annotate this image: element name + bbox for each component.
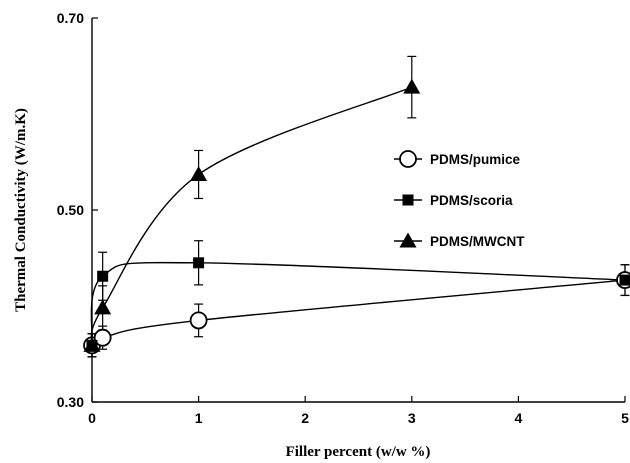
y-tick-label: 0.30 xyxy=(57,394,84,410)
legend-item-pdms-scoria: PDMS/scoria xyxy=(394,193,513,208)
point-pdms-scoria xyxy=(619,274,630,286)
legend-label: PDMS/scoria xyxy=(430,193,513,208)
series-curves xyxy=(90,86,626,346)
error-bars xyxy=(87,55,630,358)
x-tick-label: 1 xyxy=(195,410,203,426)
x-tick-label: 2 xyxy=(301,410,309,426)
legend-label: PDMS/MWCNT xyxy=(430,234,525,249)
x-axis-title: Filler percent (w/w %) xyxy=(286,444,431,460)
y-axis-title: Thermal Conductivity (W/m.K) xyxy=(13,108,29,312)
legend-marker xyxy=(399,150,417,168)
series-line-pdms-mwcnt xyxy=(90,86,413,346)
series-line-pdms-pumice xyxy=(90,279,626,346)
y-tick-label: 0.50 xyxy=(57,202,84,218)
x-ticks: 0 1 2 3 4 5 xyxy=(88,396,629,426)
point-pdms-mwcnt xyxy=(94,299,112,315)
legend-item-pdms-mwcnt: PDMS/MWCNT xyxy=(394,232,525,249)
point-pdms-mwcnt xyxy=(190,165,208,181)
x-tick-label: 5 xyxy=(621,410,629,426)
point-pdms-scoria xyxy=(97,270,109,282)
point-pdms-scoria xyxy=(193,257,205,269)
point-pdms-mwcnt xyxy=(83,336,101,352)
axes xyxy=(91,18,625,403)
series-line-pdms-scoria xyxy=(90,261,626,346)
point-pdms-pumice xyxy=(93,328,112,347)
legend-marker xyxy=(402,194,414,206)
legend-label: PDMS/pumice xyxy=(430,152,521,167)
x-tick-label: 0 xyxy=(88,410,96,426)
x-tick-label: 4 xyxy=(515,410,523,426)
point-pdms-pumice xyxy=(189,311,208,330)
data-markers xyxy=(83,78,630,355)
legend: PDMS/pumice PDMS/scoria PDMS/MWCNT xyxy=(394,150,525,249)
x-tick-label: 3 xyxy=(408,410,416,426)
legend-item-pdms-pumice: PDMS/pumice xyxy=(394,150,521,168)
y-tick-label: 0.70 xyxy=(57,10,84,26)
legend-marker xyxy=(399,232,417,248)
y-ticks: 0.30 0.50 0.70 xyxy=(57,10,98,410)
point-pdms-mwcnt xyxy=(403,78,421,94)
